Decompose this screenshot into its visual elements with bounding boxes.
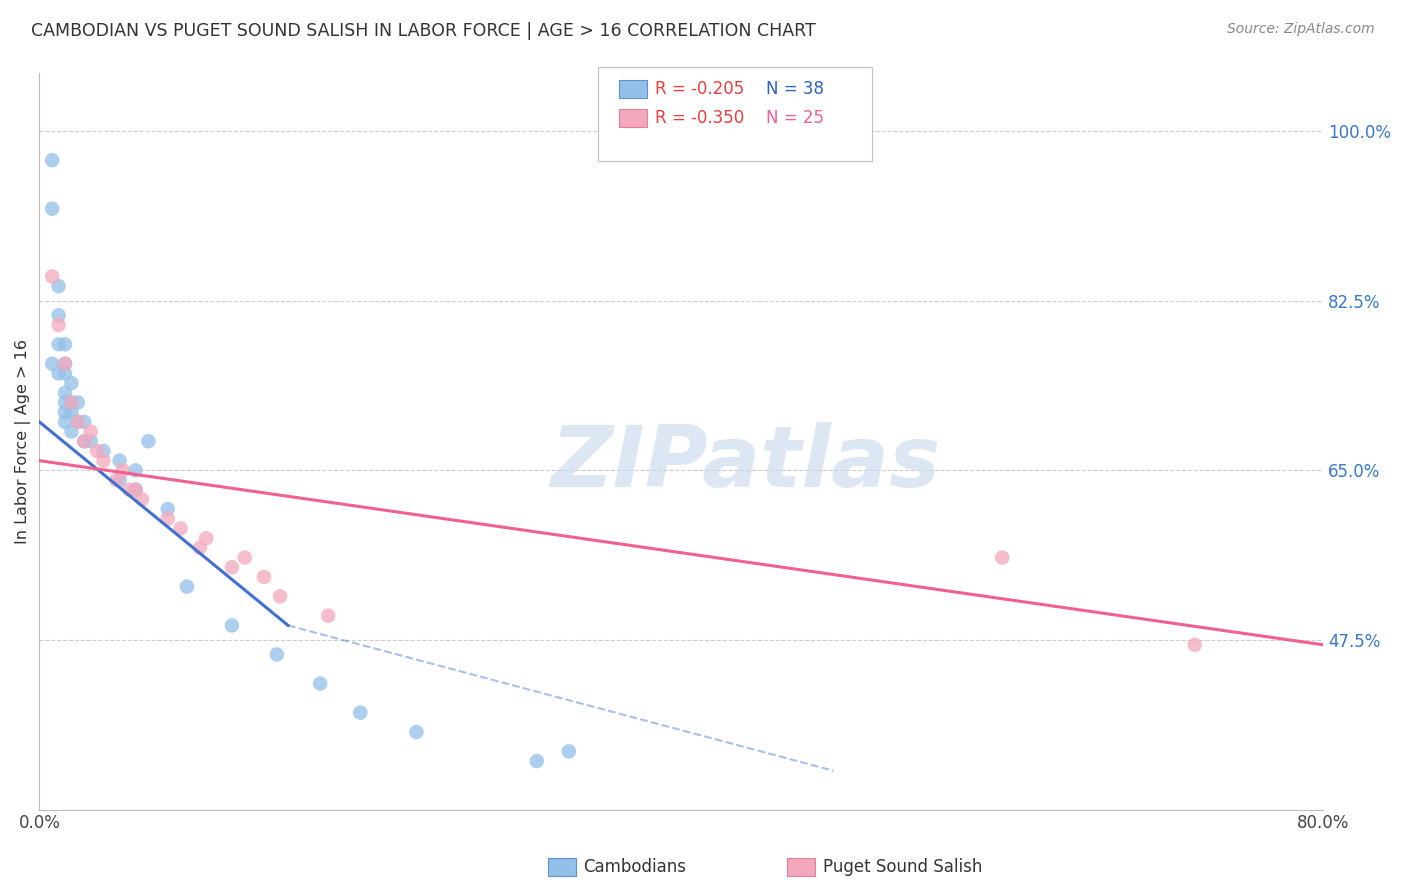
Text: R = -0.350: R = -0.350 (655, 109, 744, 127)
Point (316, 608, 339, 623)
Point (79, 425, 101, 439)
Point (1184, 638, 1206, 652)
Point (105, 473, 128, 487)
Point (991, 550, 1014, 565)
Point (66, 415, 89, 429)
Text: N = 38: N = 38 (766, 80, 824, 98)
Point (111, 463, 134, 477)
Point (48, 367, 70, 381)
Point (53, 357, 76, 371)
Point (41, 153, 63, 168)
Text: R = -0.205: R = -0.205 (655, 80, 744, 98)
Point (253, 570, 276, 584)
Point (60, 395, 83, 409)
Point (156, 502, 179, 516)
Point (405, 725, 427, 739)
Point (79, 434, 101, 449)
Point (124, 463, 146, 477)
Point (309, 676, 332, 690)
Point (124, 483, 146, 497)
Point (60, 376, 83, 390)
Point (73, 415, 96, 429)
Point (558, 744, 581, 758)
Point (53, 367, 76, 381)
Text: ZIPatlas: ZIPatlas (550, 422, 941, 505)
Point (53, 337, 76, 351)
Point (53, 385, 76, 400)
Point (266, 648, 288, 662)
Point (131, 492, 153, 507)
Point (53, 357, 76, 371)
Point (73, 434, 96, 449)
Text: Puget Sound Salish: Puget Sound Salish (823, 858, 981, 876)
Point (60, 405, 83, 419)
Point (221, 618, 243, 632)
Point (156, 512, 179, 526)
Point (176, 580, 198, 594)
Point (53, 415, 76, 429)
Point (221, 560, 243, 574)
Point (188, 541, 211, 555)
Point (41, 357, 63, 371)
Point (41, 202, 63, 216)
Point (93, 444, 115, 458)
Text: N = 25: N = 25 (766, 109, 824, 127)
Point (66, 415, 89, 429)
Point (53, 405, 76, 419)
Point (93, 453, 115, 467)
Point (53, 395, 76, 409)
Point (269, 590, 291, 604)
Point (41, 269, 63, 284)
Text: Source: ZipAtlas.com: Source: ZipAtlas.com (1227, 22, 1375, 37)
Point (108, 473, 131, 487)
Point (118, 483, 141, 497)
Point (60, 395, 83, 409)
Text: Cambodians: Cambodians (583, 858, 686, 876)
Point (169, 521, 191, 535)
Point (48, 279, 70, 293)
Point (526, 754, 548, 768)
Point (60, 425, 83, 439)
Point (108, 453, 131, 467)
Point (138, 434, 160, 449)
Point (349, 706, 371, 720)
Point (48, 318, 70, 332)
Point (233, 550, 256, 565)
Point (48, 308, 70, 322)
Text: CAMBODIAN VS PUGET SOUND SALISH IN LABOR FORCE | AGE > 16 CORRELATION CHART: CAMBODIAN VS PUGET SOUND SALISH IN LABOR… (31, 22, 815, 40)
Point (124, 483, 146, 497)
Point (48, 337, 70, 351)
Point (73, 434, 96, 449)
Y-axis label: In Labor Force | Age > 16: In Labor Force | Age > 16 (15, 339, 31, 544)
Point (195, 531, 218, 545)
Point (66, 395, 89, 409)
Point (86, 444, 108, 458)
